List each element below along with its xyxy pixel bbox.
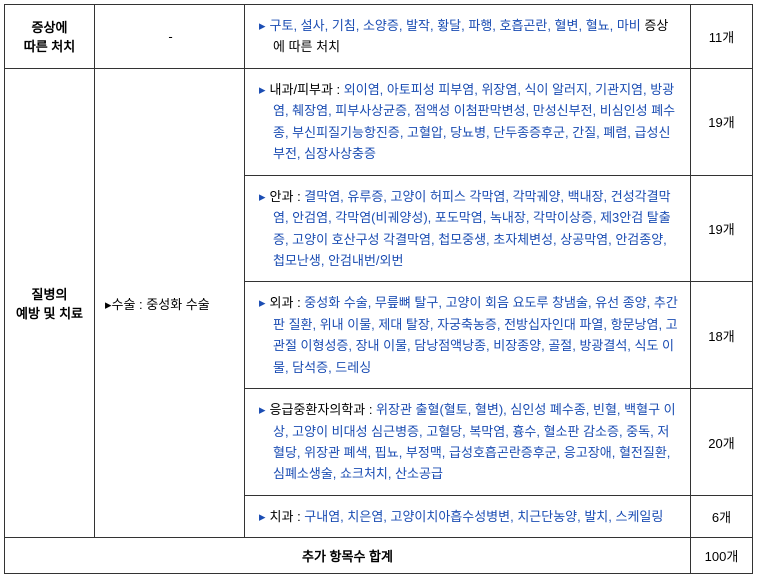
content-disease-4: ▸응급중환자의학과 : 위장관 출혈(혈토, 혈변), 심인성 폐수종, 빈혈,… <box>245 389 691 496</box>
bullet-icon: ▸ <box>259 82 266 97</box>
count-symptom-text: 11개 <box>709 30 734 45</box>
count-disease-5: 6개 <box>691 495 753 537</box>
total-label: 추가 항목수 합계 <box>302 549 393 564</box>
total-count: 100개 <box>705 549 739 564</box>
count-disease-2: 19개 <box>691 175 753 282</box>
disease-4-label: 응급중환자의학과 : <box>270 402 377 417</box>
disease-5-text: 구내염, 치은염, 고양이치아흡수성병변, 치근단농양, 발치, 스케일링 <box>304 509 663 524</box>
symptom-blue-text: 구토, 설사, 기침, 소양증, 발작, 황달, 파행, 호흡곤란, 혈변, 혈… <box>270 18 641 33</box>
category-disease-label: 질병의예방 및 치료 <box>16 287 83 321</box>
bullet-icon: ▸ <box>259 189 266 204</box>
bullet-icon: ▸ <box>259 18 266 33</box>
content-symptom: ▸ 구토, 설사, 기침, 소양증, 발작, 황달, 파행, 호흡곤란, 혈변, … <box>245 5 691 69</box>
content-disease-5: ▸ 치과 : 구내염, 치은염, 고양이치아흡수성병변, 치근단농양, 발치, 스… <box>245 495 691 537</box>
col2-symptom: - <box>95 5 245 69</box>
count-disease-4-text: 20개 <box>708 436 734 451</box>
count-disease-1: 19개 <box>691 68 753 175</box>
bullet-icon: ▸ <box>259 509 266 524</box>
count-disease-3: 18개 <box>691 282 753 389</box>
count-disease-5-text: 6개 <box>712 510 731 525</box>
disease-1-label: 내과/피부과 : <box>270 82 344 97</box>
count-disease-3-text: 18개 <box>708 329 734 344</box>
content-disease-3: ▸ 외과 : 중성화 수술, 무릎뼈 탈구, 고양이 회음 요도루 창냄술, 유선… <box>245 282 691 389</box>
bullet-icon: ▸ <box>259 402 266 417</box>
bullet-icon: ▸ <box>259 295 266 310</box>
disease-5-label: 치과 : <box>270 509 305 524</box>
category-symptom: 증상에따른 처치 <box>5 5 95 69</box>
row-total: 추가 항목수 합계 100개 <box>5 538 753 574</box>
content-disease-1: ▸내과/피부과 : 외이염, 아토피성 피부염, 위장염, 식이 알러지, 기관… <box>245 68 691 175</box>
disease-2-text: 결막염, 유루증, 고양이 허피스 각막염, 각막궤양, 백내장, 건성각결막염… <box>273 189 671 268</box>
count-disease-4: 20개 <box>691 389 753 496</box>
row-symptom: 증상에따른 처치 - ▸ 구토, 설사, 기침, 소양증, 발작, 황달, 파행,… <box>5 5 753 69</box>
category-symptom-label: 증상에따른 처치 <box>24 20 75 54</box>
disease-3-text: 중성화 수술, 무릎뼈 탈구, 고양이 회음 요도루 창냄술, 유선 종양, 추… <box>273 295 678 374</box>
count-disease-1-text: 19개 <box>708 115 734 130</box>
row-disease-1: 질병의예방 및 치료 ▸수술 : 중성화 수술 ▸내과/피부과 : 외이염, 아… <box>5 68 753 175</box>
col2-symptom-text: - <box>168 29 172 44</box>
disease-2-label: 안과 : <box>270 189 305 204</box>
category-disease: 질병의예방 및 치료 <box>5 68 95 537</box>
count-disease-2-text: 19개 <box>708 222 734 237</box>
col2-disease-text: ▸수술 : 중성화 수술 <box>105 297 210 312</box>
col2-disease: ▸수술 : 중성화 수술 <box>95 68 245 537</box>
total-label-cell: 추가 항목수 합계 <box>5 538 691 574</box>
content-disease-2: ▸ 안과 : 결막염, 유루증, 고양이 허피스 각막염, 각막궤양, 백내장, … <box>245 175 691 282</box>
count-symptom: 11개 <box>691 5 753 69</box>
disease-3-label: 외과 : <box>270 295 305 310</box>
total-count-cell: 100개 <box>691 538 753 574</box>
